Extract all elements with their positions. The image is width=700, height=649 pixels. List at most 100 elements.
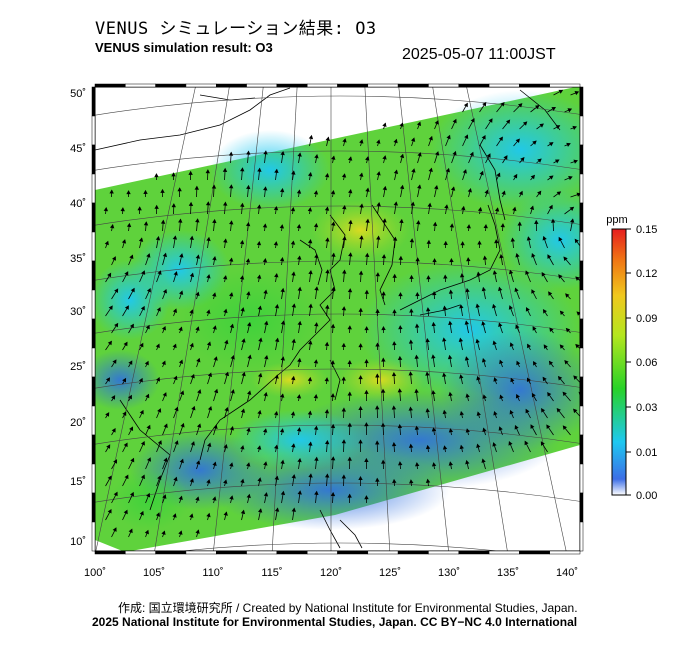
- wind-arrow: [564, 206, 575, 215]
- wind-arrow: [499, 394, 504, 402]
- colorbar-tick-label: 0.12: [636, 268, 657, 280]
- wind-arrow: [459, 410, 465, 419]
- wind-arrow: [498, 286, 503, 300]
- wind-arrow: [514, 424, 520, 436]
- wind-arrow: [145, 324, 150, 334]
- wind-arrow: [468, 151, 474, 164]
- wind-arrow: [397, 423, 403, 436]
- wind-arrow: [105, 412, 110, 419]
- wind-arrow: [257, 477, 262, 487]
- wind-arrow: [359, 172, 364, 181]
- wind-arrow: [442, 337, 447, 351]
- wind-arrow: [331, 286, 336, 300]
- wind-arrow: [274, 168, 279, 181]
- lon-tick-label: 130˚: [438, 567, 460, 579]
- wind-arrow: [347, 156, 353, 164]
- wind-arrow: [347, 422, 352, 436]
- wind-arrow: [479, 134, 486, 147]
- wind-arrow: [364, 359, 369, 368]
- wind-arrow: [375, 440, 380, 453]
- wind-arrow: [481, 286, 487, 300]
- wind-arrow: [465, 287, 470, 300]
- wind-arrow: [212, 218, 217, 232]
- wind-arrow: [105, 444, 111, 453]
- wind-arrow: [476, 271, 481, 283]
- wind-arrow: [111, 491, 118, 504]
- wind-arrow: [161, 325, 166, 334]
- lon-tick-label: 115˚: [261, 567, 282, 579]
- wind-arrow: [524, 440, 531, 453]
- wind-arrow: [348, 219, 353, 232]
- colorbar-tick-label: 0.15: [636, 224, 657, 236]
- wind-arrow: [481, 458, 486, 470]
- wind-arrow: [475, 303, 480, 317]
- wind-arrow: [588, 127, 594, 130]
- wind-arrow: [228, 257, 234, 266]
- wind-arrow: [330, 360, 335, 368]
- wind-arrow: [542, 235, 548, 249]
- wind-arrow: [416, 220, 421, 232]
- wind-arrow: [556, 407, 565, 419]
- wind-arrow: [425, 338, 430, 351]
- wind-arrow: [382, 218, 387, 232]
- wind-arrow: [189, 235, 194, 249]
- wind-arrow: [189, 513, 194, 521]
- wind-arrow: [466, 257, 471, 266]
- wind-arrow: [548, 291, 554, 300]
- wind-arrow: [482, 255, 488, 266]
- lat-tick-label: 40˚: [70, 198, 86, 210]
- wind-arrow: [588, 160, 596, 163]
- lat-tick-label: 25˚: [70, 361, 86, 373]
- longitude-line: [432, 87, 508, 551]
- wind-arrow: [246, 427, 251, 436]
- wind-arrow: [347, 456, 352, 470]
- longitude-line: [271, 87, 298, 551]
- wind-arrow: [206, 512, 211, 521]
- wind-arrow: [476, 411, 481, 419]
- wind-arrow: [341, 407, 347, 419]
- wind-arrow: [558, 274, 565, 283]
- wind-arrow: [223, 479, 228, 487]
- wind-arrow: [442, 305, 447, 317]
- wind-arrow: [464, 356, 470, 368]
- longitude-line: [466, 87, 567, 551]
- wind-arrow: [498, 322, 503, 334]
- wind-arrow: [246, 493, 251, 504]
- wind-arrow: [314, 154, 319, 164]
- wind-arrow: [145, 253, 151, 266]
- wind-arrow: [105, 377, 111, 385]
- wind-arrow: [307, 239, 313, 249]
- wind-arrow: [502, 119, 511, 130]
- wind-arrow: [212, 292, 217, 300]
- wind-arrow: [325, 237, 330, 249]
- lon-tick-label: 135˚: [497, 567, 519, 579]
- wind-arrow: [211, 184, 217, 198]
- wind-arrow: [479, 101, 487, 113]
- wind-arrow: [213, 424, 218, 436]
- wind-arrow: [228, 151, 234, 164]
- wind-arrow: [517, 221, 522, 232]
- wind-arrow: [162, 457, 168, 470]
- wind-arrow: [494, 207, 500, 215]
- wind-arrow: [451, 118, 457, 130]
- wind-arrow: [509, 409, 514, 419]
- wind-arrow: [126, 190, 131, 198]
- wind-arrow: [432, 291, 437, 300]
- wind-arrow: [297, 457, 302, 470]
- wind-arrow: [531, 253, 537, 266]
- wind-arrow: [570, 159, 579, 164]
- wind-arrow: [428, 167, 433, 181]
- wind-arrow: [128, 254, 134, 266]
- wind-arrow: [432, 258, 437, 266]
- wind-arrow: [364, 289, 369, 300]
- wind-arrow: [515, 324, 520, 334]
- wind-arrow: [576, 311, 580, 316]
- wind-arrow: [120, 207, 125, 215]
- wind-arrow: [156, 408, 162, 419]
- wind-arrow: [160, 188, 165, 198]
- wind-arrow: [274, 475, 279, 487]
- wind-arrow: [416, 121, 422, 130]
- wind-arrow: [290, 411, 296, 419]
- wind-arrow: [262, 223, 268, 232]
- wind-arrow: [139, 305, 145, 317]
